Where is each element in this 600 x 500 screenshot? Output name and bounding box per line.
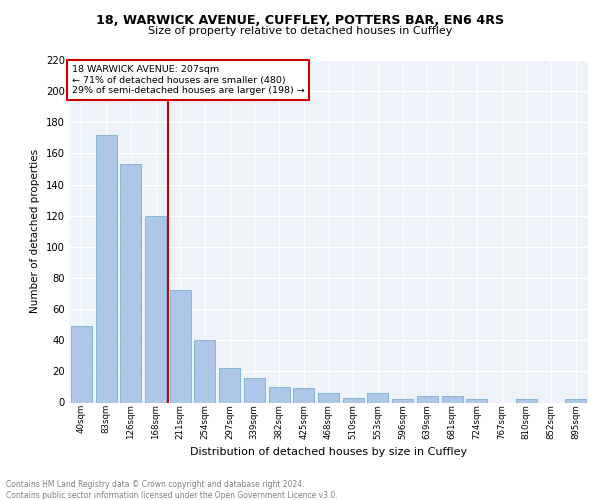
Bar — [367, 393, 388, 402]
Text: Contains HM Land Registry data © Crown copyright and database right 2024.
Contai: Contains HM Land Registry data © Crown c… — [6, 480, 338, 500]
Bar — [442, 396, 463, 402]
Bar — [219, 368, 240, 402]
Bar — [95, 134, 116, 402]
Bar — [392, 400, 413, 402]
Bar — [318, 393, 339, 402]
X-axis label: Distribution of detached houses by size in Cuffley: Distribution of detached houses by size … — [190, 447, 467, 457]
Text: Size of property relative to detached houses in Cuffley: Size of property relative to detached ho… — [148, 26, 452, 36]
Bar — [516, 400, 537, 402]
Bar — [145, 216, 166, 402]
Bar — [244, 378, 265, 402]
Text: 18, WARWICK AVENUE, CUFFLEY, POTTERS BAR, EN6 4RS: 18, WARWICK AVENUE, CUFFLEY, POTTERS BAR… — [96, 14, 504, 27]
Bar — [269, 387, 290, 402]
Bar — [170, 290, 191, 403]
Bar — [565, 400, 586, 402]
Bar — [343, 398, 364, 402]
Bar — [417, 396, 438, 402]
Bar — [293, 388, 314, 402]
Y-axis label: Number of detached properties: Number of detached properties — [30, 149, 40, 314]
Bar — [466, 400, 487, 402]
Bar — [71, 326, 92, 402]
Text: 18 WARWICK AVENUE: 207sqm
← 71% of detached houses are smaller (480)
29% of semi: 18 WARWICK AVENUE: 207sqm ← 71% of detac… — [71, 65, 304, 95]
Bar — [120, 164, 141, 402]
Bar — [194, 340, 215, 402]
